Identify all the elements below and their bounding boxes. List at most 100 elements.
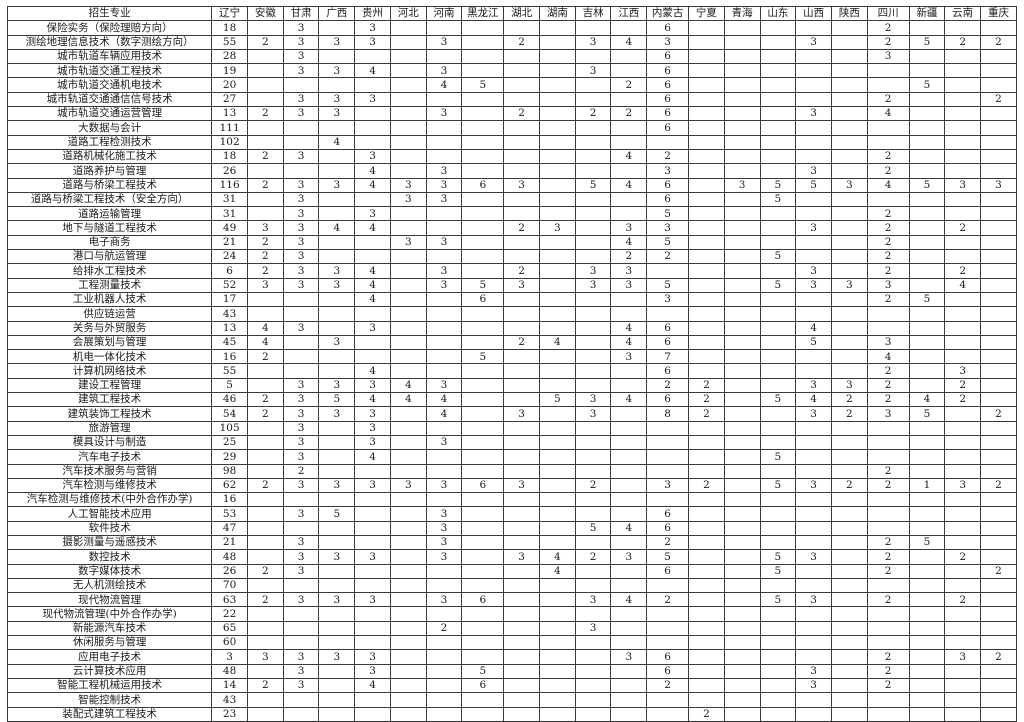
plan-count-cell <box>318 48 356 65</box>
plan-count-cell <box>425 677 463 694</box>
plan-count-cell <box>759 534 797 551</box>
plan-count-cell <box>318 420 356 436</box>
plan-count-cell <box>389 649 427 665</box>
plan-count-cell: 2 <box>246 106 284 122</box>
plan-count-cell <box>318 434 356 451</box>
plan-count-cell <box>538 34 576 50</box>
plan-count-cell: 3 <box>282 392 320 408</box>
table-row: 城市轨道交通工程技术 19 3 3 4 3 3 6 <box>6 63 1017 79</box>
plan-count-cell <box>318 620 356 637</box>
plan-count-cell: 3 <box>354 406 391 422</box>
plan-count-cell: 3 <box>503 406 540 422</box>
plan-count-cell: 26 <box>211 563 248 579</box>
plan-count-cell <box>425 334 463 351</box>
plan-count-cell: 3 <box>574 277 612 293</box>
plan-count-cell <box>688 606 725 622</box>
plan-count-cell <box>723 377 761 394</box>
plan-count-cell <box>461 148 505 165</box>
plan-count-cell: 18 <box>211 148 248 165</box>
plan-count-cell: 2 <box>866 392 910 408</box>
plan-count-cell: 2 <box>503 334 540 351</box>
plan-count-cell <box>723 277 761 293</box>
plan-count-cell: 105 <box>211 420 248 436</box>
plan-count-cell: 52 <box>211 277 248 293</box>
plan-count-cell <box>354 577 391 594</box>
plan-count-cell: 3 <box>574 406 612 422</box>
plan-count-cell <box>980 363 1017 379</box>
plan-count-cell <box>318 677 356 694</box>
plan-count-cell <box>830 534 868 551</box>
plan-count-cell <box>688 120 725 136</box>
plan-count-cell <box>795 120 832 136</box>
plan-count-cell: 3 <box>425 534 463 551</box>
plan-count-cell: 4 <box>610 177 648 193</box>
plan-count-cell <box>246 163 284 179</box>
plan-count-cell <box>610 191 648 208</box>
plan-count-cell <box>759 206 797 222</box>
plan-count-cell <box>646 706 690 722</box>
plan-count-cell <box>908 677 946 694</box>
plan-count-cell: 3 <box>574 63 612 79</box>
plan-count-cell <box>503 77 540 93</box>
province-header: 湖北 <box>503 5 540 22</box>
plan-count-cell <box>688 577 725 594</box>
plan-count-cell <box>610 163 648 179</box>
plan-count-cell <box>354 635 391 651</box>
plan-count-cell <box>688 420 725 436</box>
plan-count-cell <box>688 20 725 36</box>
plan-count-cell <box>944 692 982 708</box>
plan-count-cell <box>389 534 427 551</box>
plan-count-cell <box>425 291 463 308</box>
major-name-cell: 建设工程管理 <box>6 377 213 394</box>
plan-count-cell <box>574 206 612 222</box>
plan-count-cell: 3 <box>282 263 320 279</box>
plan-count-cell <box>830 349 868 365</box>
plan-count-cell: 3 <box>354 34 391 50</box>
plan-count-cell <box>246 134 284 150</box>
plan-count-cell <box>246 206 284 222</box>
plan-count-cell: 2 <box>980 477 1017 494</box>
plan-count-cell <box>759 606 797 622</box>
plan-count-cell <box>503 377 540 394</box>
plan-count-cell <box>795 649 832 665</box>
plan-count-cell <box>389 420 427 436</box>
plan-count-cell <box>389 206 427 222</box>
plan-count-cell: 6 <box>646 191 690 208</box>
plan-count-cell <box>318 20 356 36</box>
plan-count-cell <box>538 463 576 479</box>
province-header: 青海 <box>723 5 761 22</box>
plan-count-cell <box>425 220 463 236</box>
table-row: 道路与桥梁工程技术（安全方向） 31 3 3 3 6 5 <box>6 191 1017 208</box>
plan-count-cell <box>246 692 284 708</box>
province-header: 辽宁 <box>211 5 248 22</box>
plan-count-cell: 2 <box>688 706 725 722</box>
plan-count-cell <box>688 306 725 322</box>
plan-count-cell <box>610 120 648 136</box>
plan-count-cell <box>944 677 982 694</box>
table-row: 给排水工程技术 6 2 3 3 4 3 2 3 3 3 2 2 <box>6 263 1017 279</box>
plan-count-cell: 3 <box>425 377 463 394</box>
plan-count-cell <box>354 106 391 122</box>
plan-count-cell <box>646 420 690 436</box>
plan-count-cell: 3 <box>246 277 284 293</box>
table-row: 城市轨道交通运营管理 13 2 3 3 3 2 2 2 6 3 4 <box>6 106 1017 122</box>
plan-count-cell <box>723 148 761 165</box>
plan-count-cell: 3 <box>610 549 648 565</box>
plan-count-cell: 3 <box>354 434 391 451</box>
plan-count-cell <box>944 520 982 536</box>
plan-count-cell <box>830 563 868 579</box>
plan-count-cell <box>538 206 576 222</box>
plan-count-cell <box>538 520 576 536</box>
plan-count-cell <box>610 363 648 379</box>
plan-count-cell <box>944 191 982 208</box>
plan-count-cell <box>461 120 505 136</box>
plan-count-cell <box>610 91 648 108</box>
plan-count-cell: 5 <box>538 392 576 408</box>
plan-count-cell <box>354 463 391 479</box>
plan-count-cell: 5 <box>908 534 946 551</box>
plan-count-cell: 3 <box>282 206 320 222</box>
plan-count-cell <box>354 706 391 722</box>
plan-count-cell <box>425 649 463 665</box>
plan-count-cell <box>389 549 427 565</box>
plan-count-cell <box>830 506 868 522</box>
